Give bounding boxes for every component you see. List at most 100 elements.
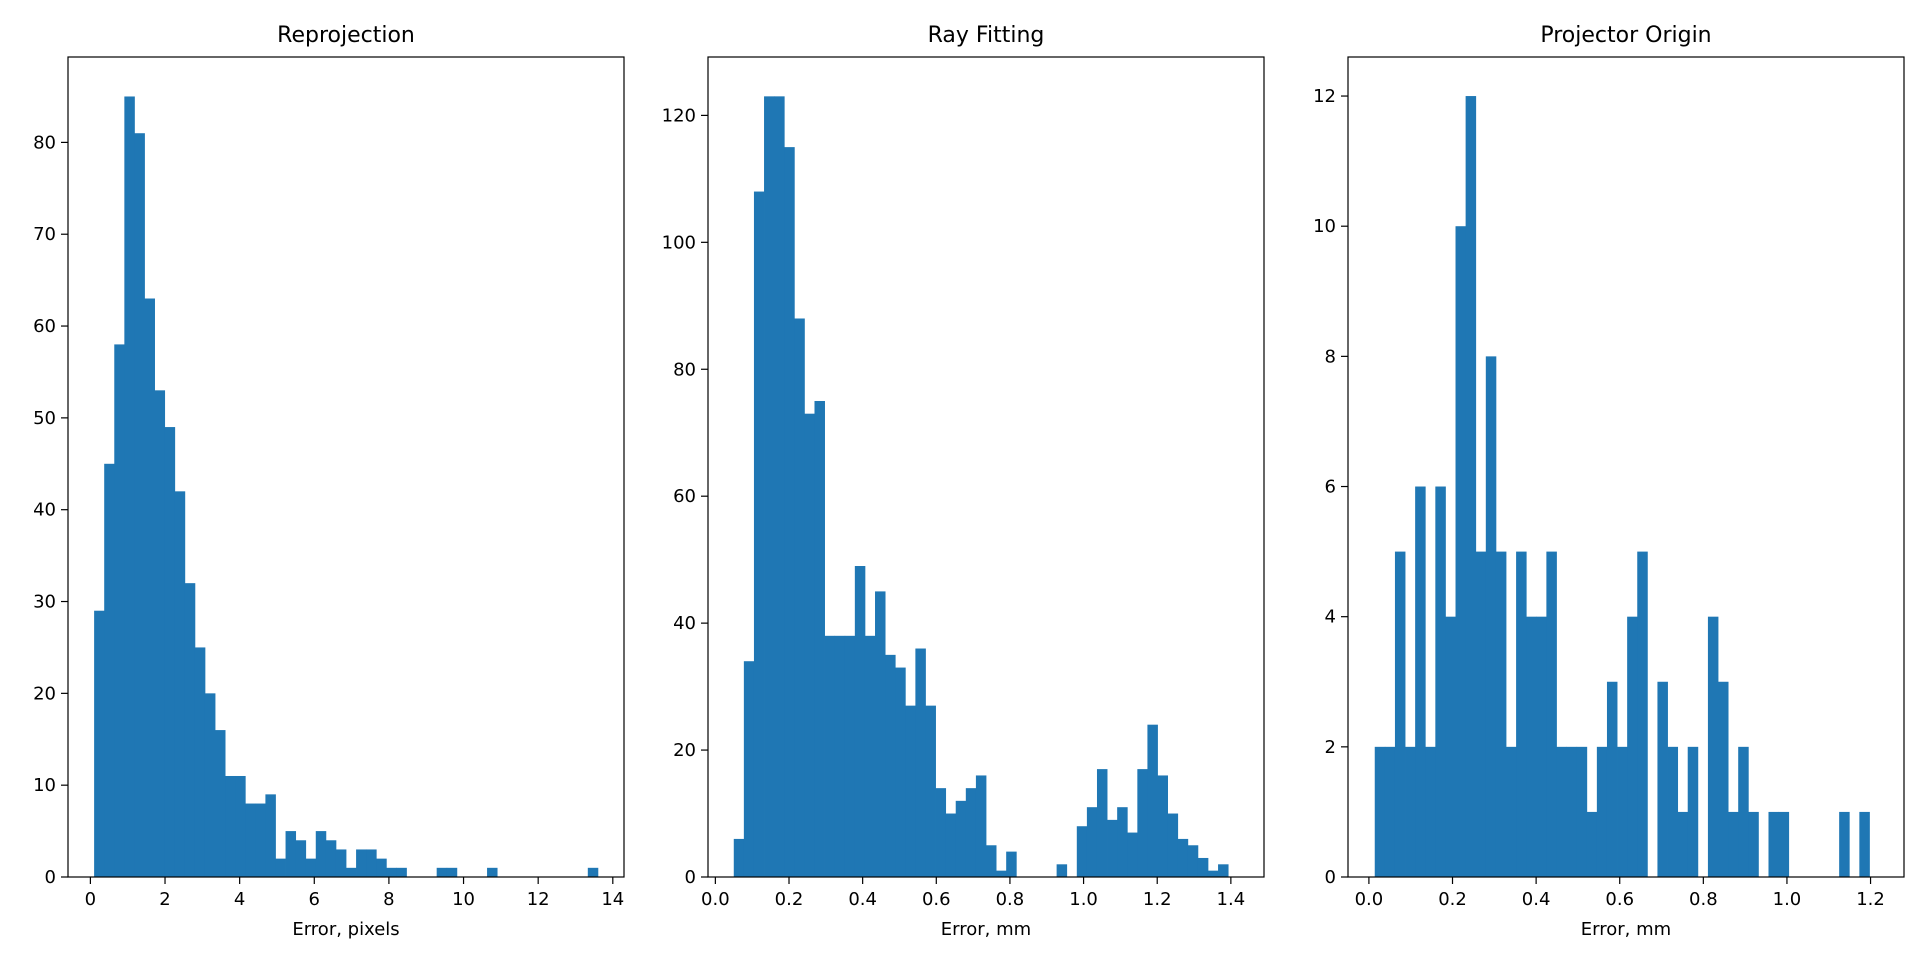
y-tick-label: 60 bbox=[673, 486, 696, 507]
histogram-bar bbox=[1086, 807, 1098, 877]
histogram-ray-fitting: Ray Fitting Error, mm 0.0 0.2 0.4 0.6 0.8 1.0… bbox=[662, 23, 1265, 940]
x-tick-label: 0.6 bbox=[1605, 889, 1634, 910]
x-tick-label: 0.2 bbox=[775, 889, 804, 910]
histogram-bar bbox=[1405, 746, 1416, 877]
histogram-bar bbox=[1127, 832, 1138, 877]
histogram-bar bbox=[1006, 851, 1017, 877]
histogram-bar bbox=[774, 96, 785, 878]
histogram-bar bbox=[1384, 746, 1396, 877]
x-tick-label: 0.6 bbox=[922, 889, 951, 910]
histogram-bar bbox=[315, 831, 327, 877]
histogram-bar bbox=[854, 566, 866, 877]
bars bbox=[94, 96, 599, 878]
axes-frame bbox=[1347, 56, 1905, 878]
histogram-bar bbox=[1839, 811, 1850, 877]
histogram-bar bbox=[1147, 724, 1158, 877]
x-tick-label: 0.4 bbox=[848, 889, 877, 910]
histogram-bar bbox=[1667, 746, 1679, 877]
x-tick-label: 1.0 bbox=[1773, 889, 1802, 910]
histogram-bar bbox=[1475, 551, 1487, 877]
histogram-bar bbox=[114, 344, 125, 877]
y-tick-label: 10 bbox=[1313, 216, 1336, 237]
histogram-bar bbox=[446, 867, 458, 877]
histogram-bar bbox=[356, 849, 367, 877]
histogram-bar bbox=[1425, 746, 1436, 877]
histogram-bar bbox=[386, 867, 397, 877]
histogram-bar bbox=[1677, 811, 1689, 877]
histogram-bar bbox=[915, 648, 926, 877]
histogram-bar bbox=[1718, 681, 1729, 877]
x-tick-label: 0.2 bbox=[1438, 889, 1467, 910]
histogram-bar bbox=[824, 635, 836, 877]
histogram-bar bbox=[487, 867, 498, 877]
histogram-bar bbox=[1107, 819, 1118, 877]
x-tick-label: 14 bbox=[601, 889, 624, 910]
y-tick-label: 100 bbox=[662, 232, 696, 253]
histogram-bar bbox=[1374, 746, 1386, 877]
y-tick-label: 4 bbox=[1325, 607, 1336, 628]
histogram-bar bbox=[1526, 616, 1537, 877]
bars bbox=[1374, 96, 1870, 878]
histogram-bar bbox=[194, 647, 206, 877]
histogram-bar bbox=[875, 591, 886, 877]
histogram-bar bbox=[1657, 681, 1668, 877]
y-tick-label: 6 bbox=[1325, 477, 1336, 498]
histogram-bar bbox=[275, 858, 286, 877]
x-tick-label: 8 bbox=[383, 889, 394, 910]
histogram-bar bbox=[1415, 486, 1426, 877]
histogram-bar bbox=[1177, 838, 1189, 877]
histogram-bar bbox=[794, 318, 805, 877]
axes-frame bbox=[707, 56, 1265, 878]
histogram-bar bbox=[1586, 811, 1598, 877]
histogram-bar bbox=[1485, 356, 1497, 877]
y-tick-label: 20 bbox=[673, 740, 696, 761]
histogram-bar bbox=[1465, 96, 1477, 878]
histogram-bar bbox=[784, 147, 795, 877]
x-tick-label: 6 bbox=[309, 889, 320, 910]
histogram-bar bbox=[1506, 746, 1517, 877]
histogram-bar bbox=[975, 775, 987, 877]
histogram-bar bbox=[1556, 746, 1567, 877]
chart-title: Projector Origin bbox=[1540, 23, 1711, 48]
histogram-bar bbox=[895, 667, 906, 877]
histogram-bar bbox=[764, 96, 775, 878]
histogram-bar bbox=[174, 491, 186, 877]
histogram-bar bbox=[366, 849, 377, 877]
chart-title: Reprojection bbox=[277, 23, 415, 48]
y-tick-label: 80 bbox=[673, 359, 696, 380]
histogram-bar bbox=[346, 867, 357, 877]
histogram-bar bbox=[154, 390, 166, 877]
histogram-bar bbox=[1617, 746, 1628, 877]
histogram-bar bbox=[733, 838, 745, 877]
histogram-bar bbox=[325, 840, 337, 877]
histogram-bar bbox=[104, 463, 115, 877]
histogram-projector-origin: Projector Origin Error, mm 0.0 0.2 0.4 0.6 0… bbox=[1313, 23, 1905, 940]
histogram-bar bbox=[144, 298, 155, 877]
histogram-bar bbox=[1435, 486, 1446, 877]
histogram-bar bbox=[295, 840, 307, 877]
x-tick-label: 0 bbox=[85, 889, 96, 910]
histogram-bar bbox=[335, 849, 347, 877]
histogram-bar bbox=[1167, 813, 1179, 877]
y-tick-label: 40 bbox=[673, 613, 696, 634]
histogram-bar bbox=[1778, 811, 1790, 877]
histogram-reprojection: Reprojection Error, pixels 0 2 4 6 8 10 12 14 0 1… bbox=[33, 23, 625, 940]
histogram-bar bbox=[1157, 775, 1168, 877]
histogram-bar bbox=[1536, 616, 1547, 877]
y-tick-label: 0 bbox=[685, 867, 696, 888]
histogram-bar bbox=[753, 191, 765, 878]
histogram-bar bbox=[925, 705, 936, 877]
histogram-bar bbox=[804, 413, 815, 877]
histogram-bar bbox=[1056, 864, 1068, 877]
histogram-bar bbox=[94, 610, 105, 877]
histogram-bar bbox=[1516, 551, 1527, 877]
histogram-bar bbox=[1218, 864, 1229, 877]
histogram-bar bbox=[1738, 746, 1749, 877]
histogram-bar bbox=[885, 654, 896, 877]
y-tick-label: 30 bbox=[33, 592, 56, 613]
histogram-bar bbox=[1096, 769, 1108, 877]
x-tick-label: 0.8 bbox=[1689, 889, 1718, 910]
histogram-bar bbox=[1117, 807, 1128, 877]
bars bbox=[733, 96, 1229, 878]
x-tick-label: 10 bbox=[452, 889, 475, 910]
